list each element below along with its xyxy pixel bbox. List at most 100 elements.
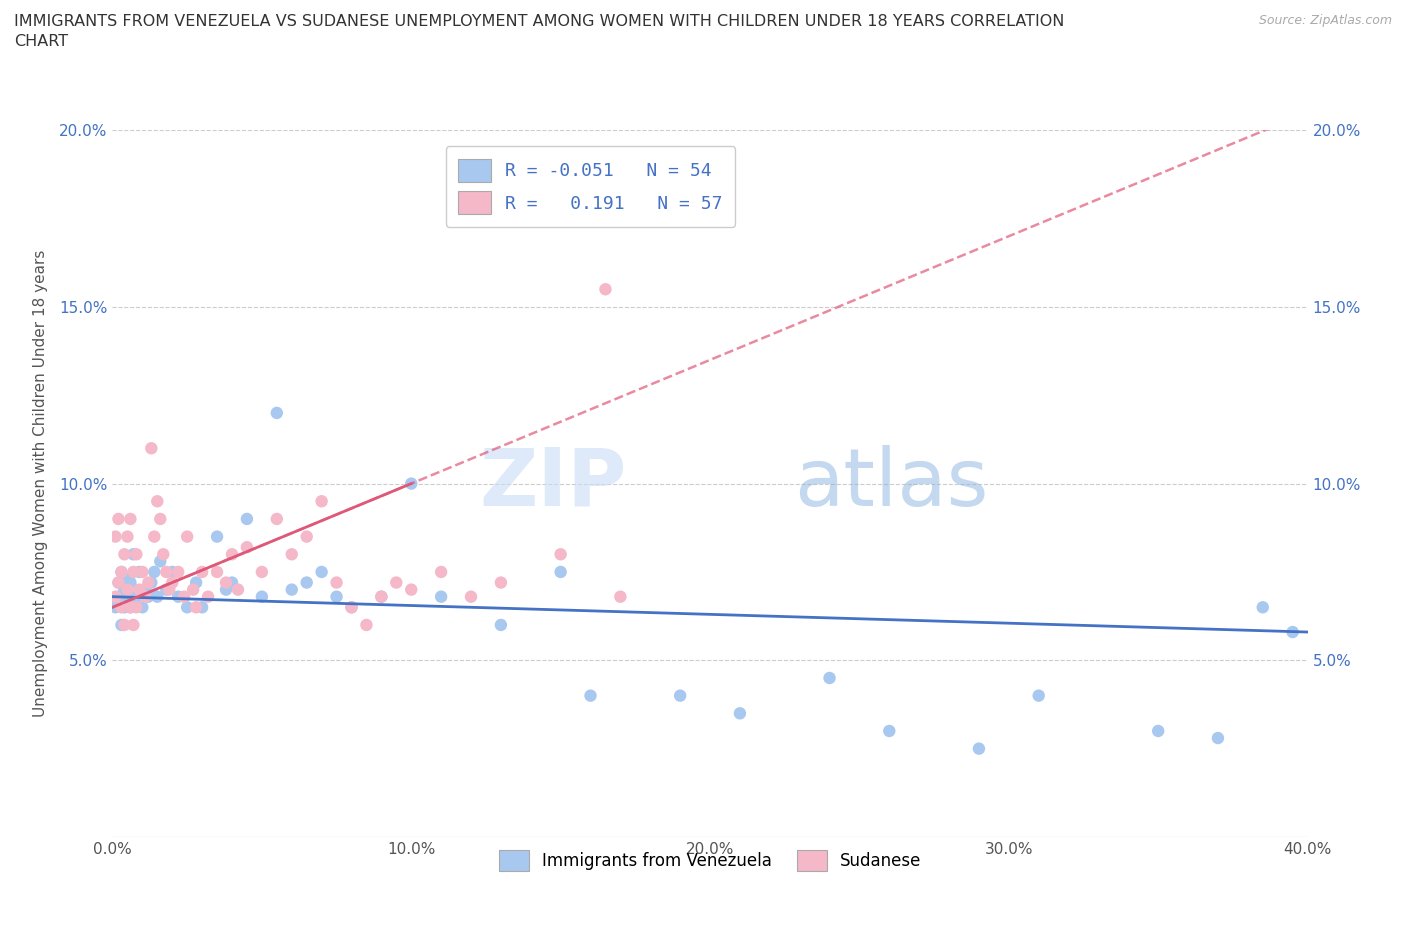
- Point: [107, 575, 129, 590]
- Point: [221, 575, 243, 590]
- Point: [430, 565, 453, 579]
- Point: [128, 582, 150, 597]
- Text: Source: ZipAtlas.com: Source: ZipAtlas.com: [1258, 14, 1392, 27]
- Point: [104, 590, 127, 604]
- Point: [311, 565, 333, 579]
- Point: [236, 539, 259, 554]
- Point: [295, 575, 318, 590]
- Point: [146, 494, 169, 509]
- Point: [146, 590, 169, 604]
- Point: [167, 565, 190, 579]
- Point: [325, 590, 347, 604]
- Point: [143, 565, 166, 579]
- Point: [107, 590, 129, 604]
- Point: [138, 590, 160, 604]
- Point: [125, 547, 148, 562]
- Point: [1147, 724, 1170, 738]
- Point: [460, 590, 482, 604]
- Text: ZIP: ZIP: [479, 445, 627, 523]
- Point: [489, 618, 512, 632]
- Point: [176, 600, 198, 615]
- Point: [1206, 731, 1229, 746]
- Point: [186, 575, 208, 590]
- Point: [489, 575, 512, 590]
- Point: [104, 529, 127, 544]
- Point: [266, 405, 288, 420]
- Point: [122, 565, 145, 579]
- Point: [370, 590, 392, 604]
- Point: [138, 575, 160, 590]
- Point: [595, 282, 617, 297]
- Legend: Immigrants from Venezuela, Sudanese: Immigrants from Venezuela, Sudanese: [492, 844, 928, 878]
- Point: [110, 618, 132, 632]
- Point: [141, 441, 163, 456]
- Point: [173, 590, 195, 604]
- Point: [728, 706, 751, 721]
- Point: [579, 688, 602, 703]
- Point: [114, 600, 135, 615]
- Y-axis label: Unemployment Among Women with Children Under 18 years: Unemployment Among Women with Children U…: [34, 250, 48, 717]
- Point: [295, 529, 318, 544]
- Point: [669, 688, 692, 703]
- Point: [125, 590, 148, 604]
- Point: [122, 547, 145, 562]
- Point: [609, 590, 631, 604]
- Point: [311, 494, 333, 509]
- Point: [114, 547, 135, 562]
- Point: [205, 565, 228, 579]
- Point: [149, 512, 172, 526]
- Point: [186, 600, 208, 615]
- Point: [155, 565, 177, 579]
- Point: [157, 582, 180, 597]
- Text: IMMIGRANTS FROM VENEZUELA VS SUDANESE UNEMPLOYMENT AMONG WOMEN WITH CHILDREN UND: IMMIGRANTS FROM VENEZUELA VS SUDANESE UN…: [14, 14, 1064, 48]
- Point: [250, 590, 273, 604]
- Point: [141, 575, 163, 590]
- Point: [176, 529, 198, 544]
- Point: [340, 600, 363, 615]
- Point: [385, 575, 408, 590]
- Point: [236, 512, 259, 526]
- Point: [1028, 688, 1050, 703]
- Point: [117, 590, 139, 604]
- Point: [266, 512, 288, 526]
- Point: [131, 565, 153, 579]
- Point: [107, 575, 129, 590]
- Point: [117, 529, 139, 544]
- Point: [818, 671, 841, 685]
- Point: [134, 590, 156, 604]
- Point: [120, 512, 142, 526]
- Text: atlas: atlas: [793, 445, 988, 523]
- Point: [110, 565, 132, 579]
- Point: [1281, 625, 1303, 640]
- Point: [120, 600, 142, 615]
- Point: [356, 618, 378, 632]
- Point: [226, 582, 249, 597]
- Point: [155, 582, 177, 597]
- Point: [134, 582, 156, 597]
- Point: [967, 741, 990, 756]
- Point: [122, 618, 145, 632]
- Point: [550, 547, 572, 562]
- Point: [152, 547, 174, 562]
- Point: [340, 600, 363, 615]
- Point: [550, 565, 572, 579]
- Point: [281, 582, 304, 597]
- Point: [131, 600, 153, 615]
- Point: [107, 512, 129, 526]
- Point: [117, 582, 139, 597]
- Point: [117, 572, 139, 587]
- Point: [114, 582, 135, 597]
- Point: [167, 590, 190, 604]
- Point: [125, 600, 148, 615]
- Point: [149, 554, 172, 569]
- Point: [162, 565, 183, 579]
- Point: [104, 600, 127, 615]
- Point: [110, 565, 132, 579]
- Point: [197, 590, 219, 604]
- Point: [1251, 600, 1274, 615]
- Point: [281, 547, 304, 562]
- Point: [401, 476, 423, 491]
- Point: [120, 575, 142, 590]
- Point: [221, 547, 243, 562]
- Point: [191, 565, 214, 579]
